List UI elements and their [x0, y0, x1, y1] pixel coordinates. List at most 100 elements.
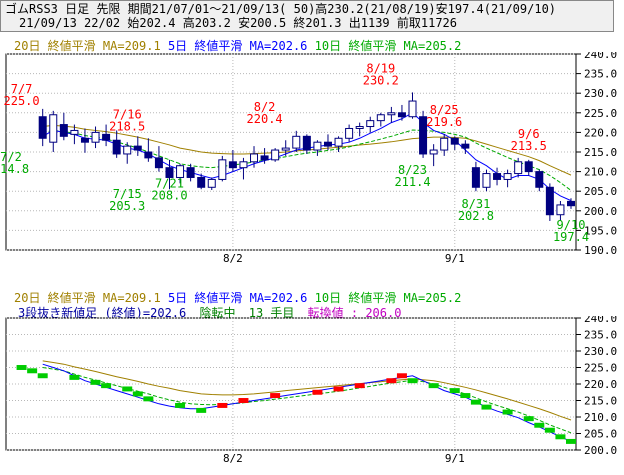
lower-status-line: 3段抜き新値足 (終値)=202.6 陰転中 13 手目 転換値 : 206.0 [18, 304, 401, 321]
annotation-date: 7/16 [113, 107, 142, 121]
renko-block-up [217, 402, 228, 408]
legend-ma5: 5日 終値平滑 MA=202.6 [167, 39, 308, 53]
renko-block-down [101, 383, 112, 389]
renko-block-down [544, 427, 555, 433]
annotation-date: 7/21 [155, 176, 184, 190]
candle-down [112, 139, 121, 155]
renko-block-down [122, 386, 133, 392]
candlestick-chart: 240.0 235.0 230.0 225.0 220.0 215.0 210.0 205.0… [0, 52, 617, 265]
renko-count: 13 手目 [248, 306, 295, 320]
y-tick-label: 240.0 [584, 316, 617, 325]
candle-up [313, 141, 322, 151]
renko-switch-value: 転換値 : 206.0 [307, 306, 402, 320]
lower-legend-ma20: 20日 終値平滑 MA=209.1 [14, 291, 161, 305]
y-tick-label: 205.0 [584, 185, 617, 198]
candle-down [323, 141, 332, 147]
candle-up [366, 120, 375, 128]
annotation-date: 7/2 [0, 150, 22, 164]
candle-down [397, 112, 406, 118]
candle-down [186, 167, 195, 178]
y-tick-label: 235.0 [584, 329, 617, 342]
annotation-value: 225.0 [4, 94, 40, 108]
header-line-1: ゴムRSS3 日足 先限 期間21/07/01～21/09/13( 50)高23… [5, 2, 557, 16]
renko-block-down [16, 365, 27, 370]
candle-up [271, 149, 280, 161]
candle-down [302, 135, 311, 151]
renko-block-up [333, 386, 344, 392]
annotation-value: 211.4 [394, 175, 430, 189]
annotation-value: 214.8 [0, 162, 29, 176]
y-tick-label: 220.0 [584, 126, 617, 139]
annotation-value: 202.8 [458, 209, 494, 223]
renko-block-down [143, 396, 154, 402]
lower-legend-ma5: 5日 終値平滑 MA=202.6 [167, 291, 308, 305]
annotation-value: 220.4 [247, 112, 283, 126]
candle-up [408, 100, 417, 118]
renko-block-down [132, 391, 143, 397]
lower-legend-ma10: 10日 終値平滑 MA=205.2 [314, 291, 462, 305]
annotation-date: 7/7 [11, 82, 33, 96]
y-tick-label: 225.0 [584, 107, 617, 120]
candle-up [70, 129, 79, 135]
renko-block-down [481, 404, 492, 410]
renko-block-down [407, 378, 418, 384]
annotation-date: 8/2 [254, 100, 276, 114]
candle-up [207, 178, 216, 188]
candle-down [133, 145, 142, 151]
annotation-date: 9/10 [557, 218, 586, 232]
upper-legend: 20日 終値平滑 MA=209.1 5日 終値平滑 MA=202.6 10日 終… [14, 37, 461, 54]
y-tick-label: 215.0 [584, 146, 617, 159]
y-tick-label: 230.0 [584, 87, 617, 100]
y-tick-label: 200.0 [584, 205, 617, 218]
candle-down [197, 176, 206, 188]
chart-header: ゴムRSS3 日足 先限 期間21/07/01～21/09/13( 50)高23… [0, 0, 614, 32]
renko-block-up [386, 378, 397, 384]
candle-up [49, 114, 58, 143]
renko-block-up [396, 373, 407, 379]
candle-down [144, 151, 153, 159]
x-tick-label: 8/2 [223, 252, 243, 265]
renko-block-down [428, 383, 439, 389]
x-tick-label: 8/2 [223, 452, 243, 465]
y-tick-label: 200.0 [584, 444, 617, 457]
header-line-2: 21/09/13 22/02 始202.4 高203.2 安200.5 終201… [19, 16, 458, 30]
annotation-date: 8/31 [461, 197, 490, 211]
annotation-date: 8/25 [430, 103, 459, 117]
y-tick-label: 225.0 [584, 362, 617, 375]
renko-close-label: 3段抜き新値足 (終値)=202.6 [18, 306, 187, 320]
candle-up [250, 153, 259, 163]
candle-down [260, 155, 269, 161]
candle-up [503, 173, 512, 180]
candle-up [429, 149, 438, 155]
renko-block-up [312, 389, 323, 395]
candle-up [281, 147, 290, 151]
candle-down [154, 157, 163, 169]
annotation-value: 230.2 [363, 73, 399, 87]
candle-up [556, 204, 565, 216]
candle-up [387, 112, 396, 116]
renko-block-down [523, 416, 534, 422]
x-tick-label: 9/1 [445, 452, 465, 465]
legend-ma20: 20日 終値平滑 MA=209.1 [14, 39, 161, 53]
renko-block-down [534, 422, 545, 428]
legend-ma10: 10日 終値平滑 MA=205.2 [314, 39, 462, 53]
candle-up [176, 165, 185, 178]
renko-status: 陰転中 [199, 306, 236, 320]
candle-down [165, 167, 174, 178]
candle-up [218, 159, 227, 180]
renko-block-down [69, 374, 80, 380]
y-tick-label: 210.0 [584, 166, 617, 179]
renko-block-down [196, 407, 207, 413]
renko-chart: 240.0 235.0 230.0 225.0 220.0 215.0 210.0 205.0… [5, 316, 617, 465]
y-tick-label: 205.0 [584, 428, 617, 441]
y-tick-label: 210.0 [584, 411, 617, 424]
annotation-value: 218.5 [109, 119, 145, 133]
candle-up [514, 161, 523, 175]
renko-block-down [27, 368, 38, 374]
candle-up [355, 126, 364, 129]
annotation-date: 7/15 [113, 187, 142, 201]
x-tick-label: 9/1 [445, 252, 465, 265]
candle-up [334, 137, 343, 147]
y-tick-label: 215.0 [584, 395, 617, 408]
y-tick-label: 195.0 [584, 224, 617, 237]
